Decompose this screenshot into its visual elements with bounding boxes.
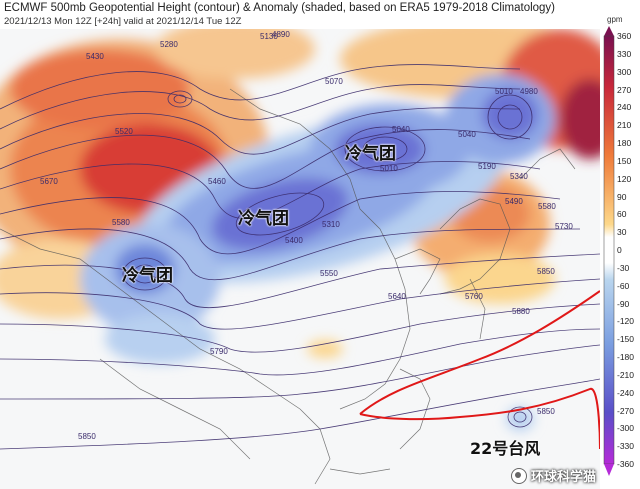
contour-label: 5310 [322, 220, 340, 229]
wechat-icon [510, 467, 527, 484]
contour-label: 5850 [78, 432, 96, 441]
contour-label: 5580 [112, 218, 130, 227]
typhoon-label: 22号台风 [470, 439, 541, 458]
contour-label: 5520 [115, 127, 133, 136]
legend-tick-label: 270 [617, 84, 632, 95]
legend-tick-label: -150 [617, 334, 635, 345]
legend-tick-label: -90 [617, 298, 630, 309]
legend-tick-label: -360 [617, 459, 635, 469]
map-panel: 5430 5520 5670 5580 5460 5070 5040 5010 … [0, 29, 600, 489]
chart-title: ECMWF 500mb Geopotential Height (contour… [4, 2, 556, 14]
legend-tick-label: -210 [617, 369, 635, 380]
watermark-text: 环球科学猫 [530, 470, 596, 485]
contour-label: 5070 [325, 77, 343, 86]
legend-bottom-arrow [604, 464, 614, 476]
chart-subtitle: 2021/12/13 Mon 12Z [+24h] valid at 2021/… [4, 16, 242, 27]
contour-label-group: 5430 5520 5670 5580 5460 5070 5040 5010 … [40, 30, 573, 441]
map-svg: 5430 5520 5670 5580 5460 5070 5040 5010 … [0, 29, 600, 489]
legend-tick-label: 90 [617, 191, 627, 202]
contour-label: 5550 [320, 269, 338, 278]
contour-5880 [359, 290, 600, 450]
legend-unit: gpm [607, 15, 623, 24]
contour-label: 5010 [495, 87, 513, 96]
contour-label: 5340 [510, 172, 528, 181]
legend-tick-label: -180 [617, 352, 635, 362]
contour-label: 5640 [388, 292, 406, 301]
contour-label: 5730 [555, 222, 573, 231]
legend-top-arrow [604, 26, 614, 36]
contour-label: 5670 [40, 177, 58, 186]
contour-label: 4980 [520, 87, 538, 96]
contour-label: 5580 [538, 202, 556, 211]
legend-tick-label: 150 [617, 155, 632, 166]
contour-label: 5040 [458, 130, 476, 139]
cold-air-mass-label: 冷气团 [122, 266, 173, 286]
legend-tick-label: -120 [617, 316, 635, 327]
watermark: 环球科学猫 [510, 466, 596, 485]
legend-tick-label: 330 [617, 48, 632, 59]
anomaly-shading [0, 29, 600, 431]
contour-label: 5460 [208, 177, 226, 186]
coastlines [0, 88, 576, 485]
legend-tick-label: 240 [617, 102, 632, 113]
contour-label: 5190 [478, 162, 496, 171]
contour-label: 5790 [210, 347, 228, 356]
legend-tick-label: -60 [617, 280, 630, 291]
contour-label: 5850 [537, 267, 555, 276]
legend-colorbar [603, 26, 615, 476]
legend-tick-label: -30 [617, 262, 630, 273]
chart-header: ECMWF 500mb Geopotential Height (contour… [0, 0, 600, 28]
legend-tick-label: 0 [617, 245, 622, 255]
legend-tick-label: -300 [617, 423, 635, 434]
legend-tick-label: 60 [617, 209, 627, 220]
legend-bar [603, 35, 615, 465]
height-contours [0, 64, 600, 450]
contour-label: 5430 [86, 52, 104, 61]
cold-air-mass-label: 冷气团 [238, 209, 289, 229]
legend-tick-label: 210 [617, 120, 632, 131]
legend-tick-label: -330 [617, 441, 635, 452]
contour-label: 5280 [160, 40, 178, 49]
contour-label: 5760 [465, 292, 483, 301]
contour-label: 5490 [505, 197, 523, 206]
legend-tick-label: 30 [617, 227, 627, 238]
legend-tick-label: 120 [617, 173, 632, 184]
legend-tick-label: 360 [617, 31, 632, 41]
contour-label: 5040 [392, 125, 410, 134]
legend-tick-label: -270 [617, 405, 635, 416]
contour-label: 5880 [512, 307, 530, 316]
legend-tick-label: -240 [617, 387, 635, 398]
contour-label: 4890 [272, 30, 290, 39]
legend-tick-label: 180 [617, 138, 632, 148]
contour-label: 5400 [285, 236, 303, 245]
cold-air-mass-label: 冷气团 [345, 144, 396, 164]
contour-label: 5850 [537, 407, 555, 416]
legend-tick-label: 300 [617, 66, 632, 77]
contour-label: 5130 [260, 32, 278, 41]
contour-label: 5010 [380, 164, 398, 173]
